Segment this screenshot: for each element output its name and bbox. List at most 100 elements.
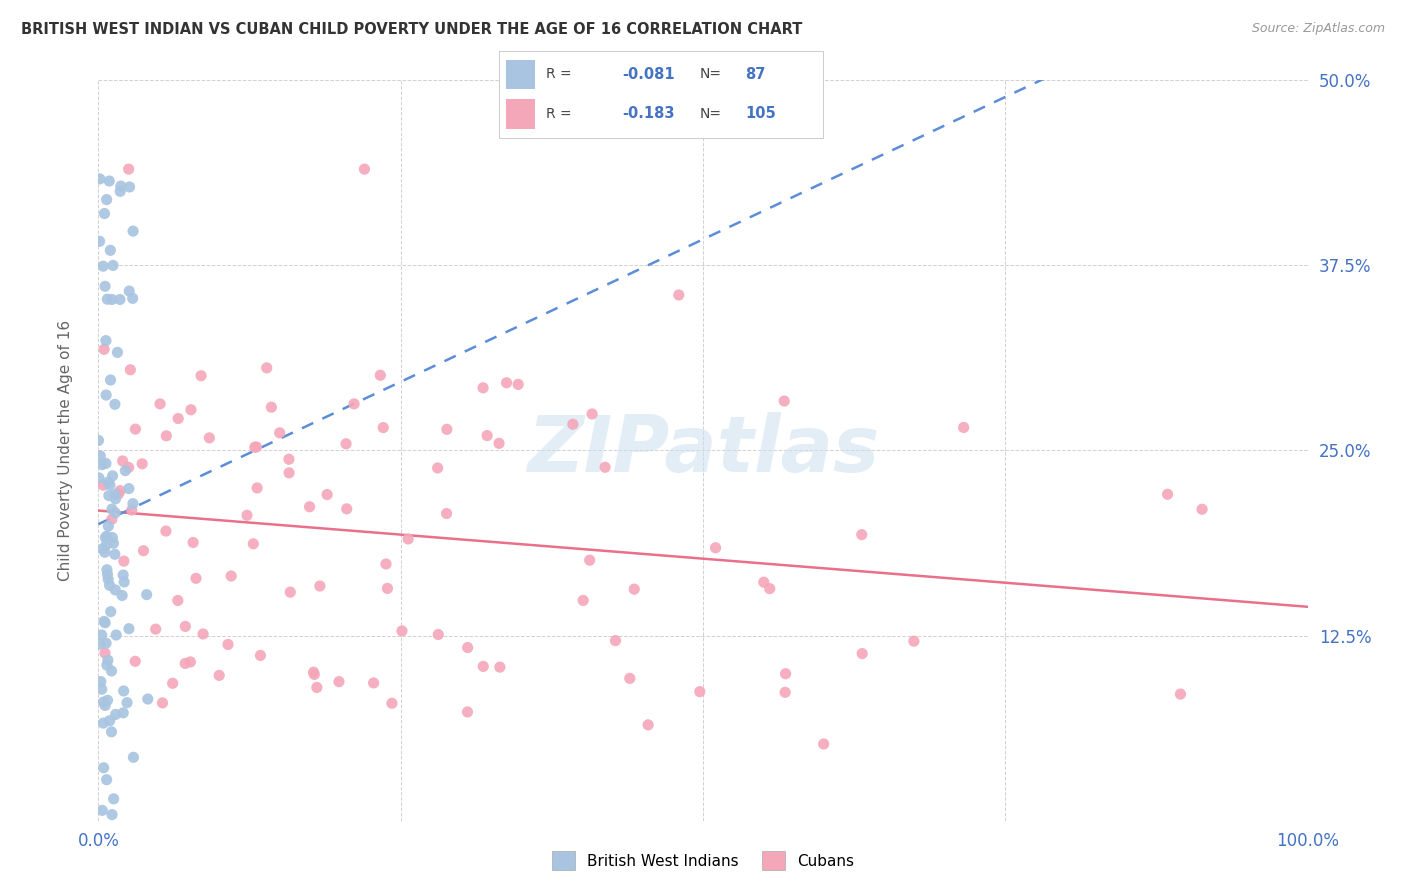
Point [115,696,138,710]
Point [298,500,321,514]
Point [93,206,115,220]
Point [94,456,117,470]
Point [89,637,111,651]
Text: Source: ZipAtlas.com: Source: ZipAtlas.com [1251,22,1385,36]
Point [623,582,645,596]
Point [343,397,366,411]
Point [96,567,118,582]
Point [112,684,135,698]
Point [104,582,127,597]
Point [581,407,603,421]
Point [561,417,583,432]
Point [118,180,141,194]
Point [94,615,117,630]
Point [242,537,264,551]
Point [637,718,659,732]
Point [370,368,392,383]
Point [304,667,326,681]
Point [246,481,269,495]
Point [353,162,375,177]
Point [101,531,124,545]
Point [124,422,146,436]
Point [181,535,204,549]
Point [100,605,122,619]
Point [260,400,283,414]
Point [89,172,111,186]
Point [277,452,299,467]
FancyBboxPatch shape [506,60,534,89]
Point [108,184,131,198]
Point [1191,502,1213,516]
Point [101,512,124,526]
Point [752,575,775,590]
Point [167,411,190,425]
Point [619,672,641,686]
Point [91,259,114,273]
Point [363,676,385,690]
Point [1170,687,1192,701]
Point [97,572,120,586]
Text: N=: N= [700,68,721,81]
Point [97,489,120,503]
Point [243,440,266,454]
Legend: British West Indians, Cubans: British West Indians, Cubans [546,845,860,876]
Point [166,593,188,607]
Point [91,804,114,818]
Point [135,588,157,602]
Point [308,579,330,593]
Point [94,531,117,545]
Point [96,658,118,673]
Point [94,698,117,713]
Point [91,458,114,472]
Point [96,772,118,787]
Point [104,397,127,411]
Point [302,665,325,680]
Point [121,291,143,305]
Point [89,449,111,463]
Point [100,724,122,739]
Point [131,457,153,471]
Point [488,436,510,450]
Point [256,360,278,375]
Point [93,695,115,709]
Point [136,692,159,706]
Point [96,693,118,707]
Text: N=: N= [700,107,721,120]
Point [94,334,117,348]
Point [98,478,121,492]
Point [96,388,118,402]
Point [335,436,357,450]
Point [107,345,129,359]
Point [489,660,512,674]
Point [105,628,128,642]
Point [903,634,925,648]
Point [191,627,214,641]
Point [98,578,121,592]
Point [236,508,259,523]
Point [94,636,117,650]
Point [132,543,155,558]
Point [114,464,136,478]
Text: -0.081: -0.081 [621,67,675,82]
Point [94,646,117,660]
Point [122,497,145,511]
Point [689,684,711,698]
Point [100,373,122,387]
Point [184,571,207,585]
Point [96,529,118,543]
Point [122,750,145,764]
Point [179,655,201,669]
Point [336,501,359,516]
Point [472,659,495,673]
Point [456,705,478,719]
Point [90,628,112,642]
Point [101,293,124,307]
Point [377,582,399,596]
Point [93,615,115,629]
Point [103,536,125,550]
Point [97,653,120,667]
Point [472,381,495,395]
Point [98,174,121,188]
Text: R =: R = [546,107,572,120]
Point [93,761,115,775]
